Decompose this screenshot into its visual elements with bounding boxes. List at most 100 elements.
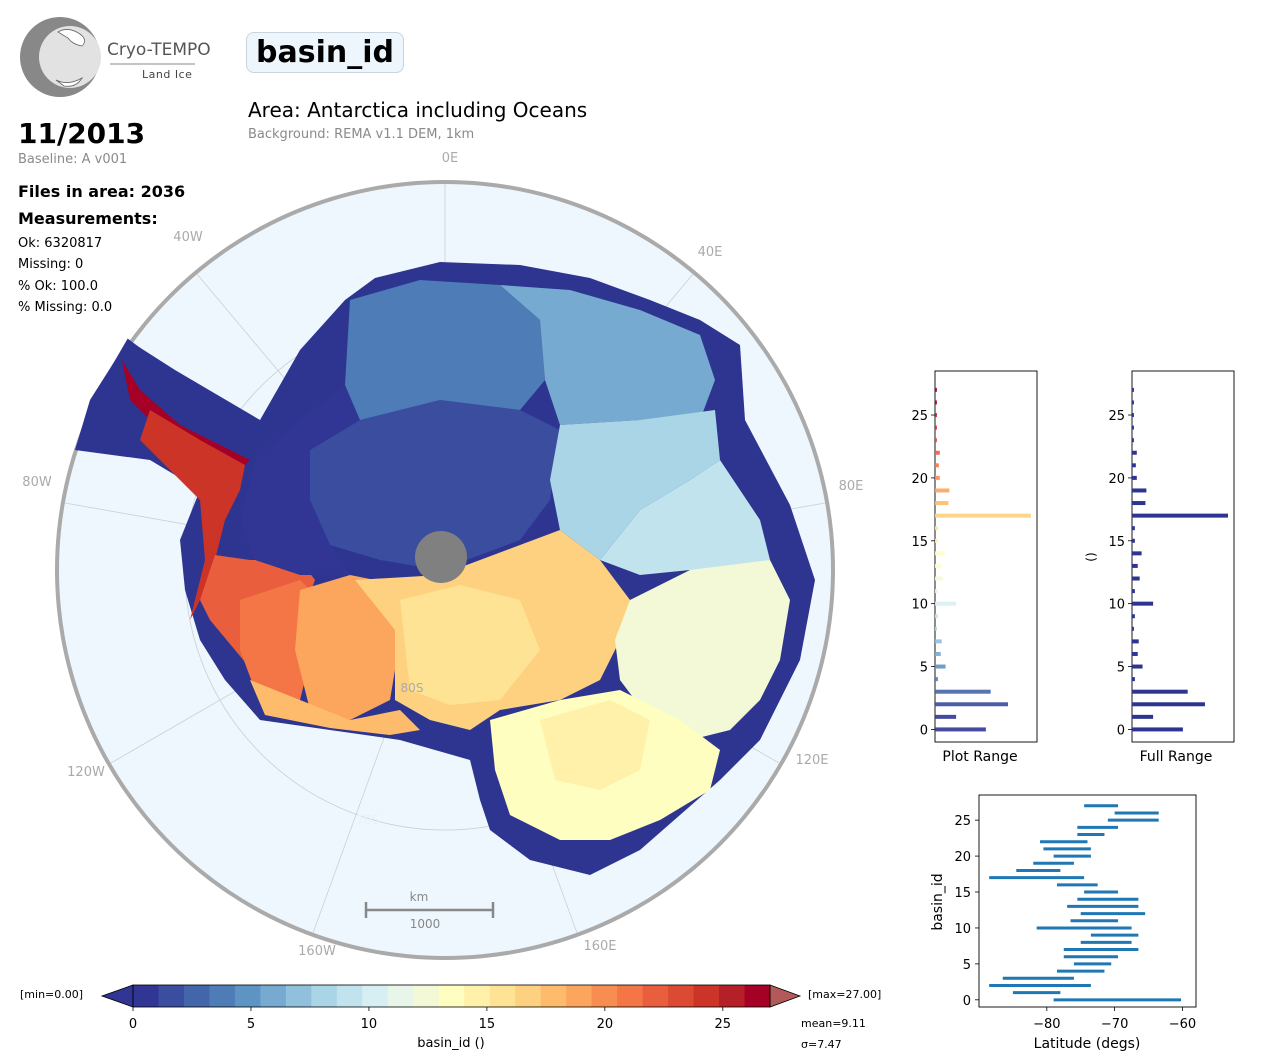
area-label: Area: Antarctica including Oceans	[248, 98, 588, 122]
histogram-bar	[935, 538, 938, 543]
basin-6	[500, 285, 715, 425]
full-range-yticks: 0 5 10 15 20 25	[1108, 409, 1132, 738]
antarctica-map: km 1000 0E 40E 80E 120E 160E 160W 120W 8…	[22, 151, 863, 960]
colorbar-cell	[719, 985, 746, 1007]
histogram-bar	[935, 413, 937, 418]
latitude-ytick-label: 20	[954, 850, 971, 865]
scale-bar	[364, 902, 495, 918]
latitude-xtick-label: −80	[1033, 1017, 1060, 1032]
histogram-bar	[935, 576, 943, 581]
histogram-bar	[935, 664, 946, 669]
full-range-title: Full Range	[1140, 749, 1213, 765]
histogram-ytick-label: 15	[1108, 535, 1125, 550]
basin-0	[240, 385, 360, 575]
latitude-ytick-label: 15	[954, 886, 971, 901]
colorbar-cell	[489, 985, 516, 1007]
longitude-labels: 0E 40E 80E 120E 160E 160W 120W 80W 40W	[22, 151, 863, 959]
colorbar-cell	[617, 985, 644, 1007]
histogram-ytick-label: 10	[1108, 598, 1125, 613]
histogram-bar	[1132, 601, 1154, 606]
date-label: 11/2013	[18, 117, 146, 150]
logo-emblem	[20, 17, 195, 97]
histogram-ytick-label: 15	[911, 535, 928, 550]
histogram-bar	[935, 651, 941, 656]
lat-label-70s: 70S	[357, 813, 380, 827]
histogram-bar	[1132, 538, 1135, 543]
basin-12	[615, 560, 790, 740]
logo-subtitle: Land Ice	[142, 68, 193, 81]
histogram-bar	[1132, 626, 1134, 631]
histogram-bar	[1132, 714, 1154, 719]
basin-8	[550, 410, 720, 560]
histogram-bar	[1132, 438, 1134, 443]
histogram-ytick-label: 5	[920, 661, 928, 676]
basin-10	[600, 460, 770, 575]
histogram-bar	[1132, 475, 1137, 480]
basin-18	[250, 680, 420, 735]
pct-missing: % Missing: 0.0	[18, 300, 113, 315]
histogram-bar	[935, 513, 1031, 518]
colorbar-cell	[133, 985, 159, 1007]
basin-20	[295, 575, 400, 720]
histogram-bar	[1132, 400, 1134, 405]
histogram-bar	[1132, 677, 1135, 682]
histogram-bar	[935, 425, 937, 430]
histogram-bar	[1132, 450, 1137, 455]
colorbar-mean-label: mean=9.11	[801, 1017, 866, 1030]
histogram-bar	[935, 526, 938, 531]
lon-label-160e: 160E	[583, 939, 616, 954]
histogram-bar	[935, 488, 950, 493]
histogram-bar	[1132, 664, 1143, 669]
histogram-bar	[1132, 463, 1136, 468]
histogram-bar	[935, 601, 957, 606]
histogram-bar	[1132, 689, 1188, 694]
missing-count: Missing: 0	[18, 257, 84, 272]
colorbar-tick-label: 0	[129, 1017, 137, 1032]
latitude-ylabel: basin_id	[930, 873, 946, 930]
colorbar-cell	[311, 985, 338, 1007]
colorbar-cell	[591, 985, 618, 1007]
ok-count: Ok: 6320817	[18, 236, 103, 251]
histogram-bar	[935, 614, 938, 619]
latitude-yticks: 0 5 10 15 20 25	[954, 814, 979, 1009]
colorbar-cell	[438, 985, 465, 1007]
colorbar-cell	[336, 985, 363, 1007]
histogram-ytick-label: 25	[911, 409, 928, 424]
histogram-bar	[1132, 639, 1139, 644]
basin-16	[400, 585, 540, 705]
histogram-ytick-label: 20	[1108, 472, 1125, 487]
basin-peninsula-27	[122, 360, 250, 470]
colorbar-cell	[540, 985, 567, 1007]
lon-label-80w: 80W	[22, 475, 52, 490]
colorbar-tick-label: 5	[247, 1017, 255, 1032]
colorbar-max-label: [max=27.00]	[808, 988, 882, 1001]
colorbar-tick-label: 20	[597, 1017, 614, 1032]
histogram-bar	[935, 714, 957, 719]
files-count: Files in area: 2036	[18, 182, 186, 201]
lon-label-120e: 120E	[795, 753, 828, 768]
histogram-bar	[1132, 563, 1138, 568]
plot-range-histogram: 0 5 10 15 20 25 Plot Range	[911, 370, 1038, 765]
latitude-xtick-label: −60	[1169, 1017, 1196, 1032]
histogram-bar	[935, 677, 938, 682]
latitude-ytick-label: 10	[954, 922, 971, 937]
baseline-label: Baseline: A v001	[18, 152, 128, 167]
histogram-bar	[935, 689, 991, 694]
histogram-bar	[1132, 576, 1140, 581]
colorbar-tick-label: 10	[361, 1017, 378, 1032]
logo-title: Cryo-TEMPO	[107, 40, 211, 60]
histogram-bar	[1132, 551, 1142, 556]
colorbar-cells	[133, 985, 771, 1007]
colorbar-min-label: [min=0.00]	[20, 988, 84, 1001]
basin-14	[540, 700, 650, 790]
colorbar-cell	[693, 985, 720, 1007]
histogram-bar	[1132, 526, 1135, 531]
page-title: basin_id	[246, 32, 404, 73]
colorbar-cell	[158, 985, 185, 1007]
measurements-title: Measurements:	[18, 209, 158, 228]
full-range-bars	[1132, 387, 1228, 732]
lon-label-80e: 80E	[839, 479, 864, 494]
colorbar-cell	[413, 985, 440, 1007]
histogram-ytick-label: 0	[920, 723, 928, 738]
